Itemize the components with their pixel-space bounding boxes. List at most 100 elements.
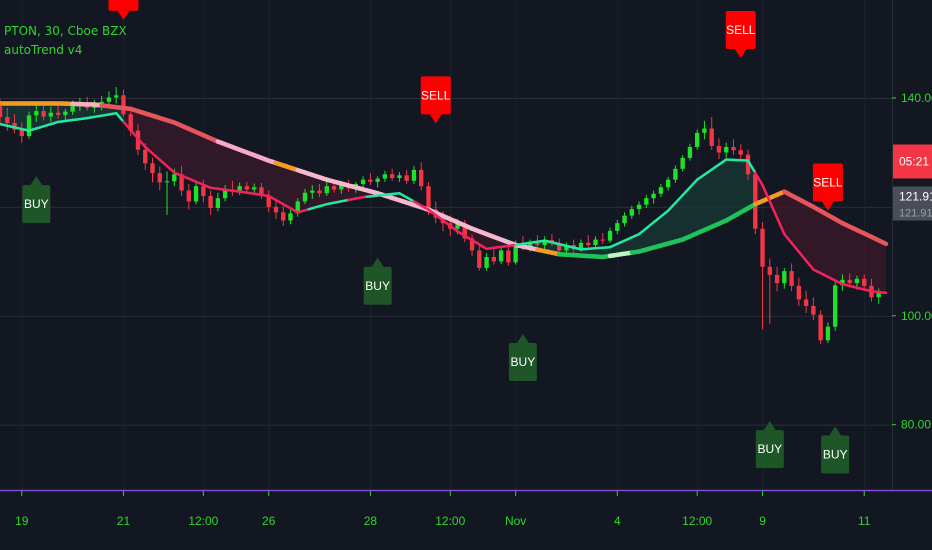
candle (389, 168, 395, 181)
candle (164, 171, 170, 216)
candle-body (593, 239, 598, 245)
candle-body (564, 245, 569, 251)
candle (469, 234, 475, 256)
trend-lines (0, 101, 889, 295)
buy-signal-box (363, 266, 392, 305)
hidden-price-box (893, 206, 932, 221)
fast-line (0, 111, 888, 295)
candle-body (244, 186, 250, 190)
time-tick-label: 11 (858, 514, 871, 528)
candle-body (201, 186, 206, 196)
candle-body (317, 190, 322, 194)
sell-signal-arrow (429, 114, 442, 124)
candle-body (164, 181, 170, 183)
candle (702, 120, 707, 140)
candle-body (186, 190, 191, 202)
candle-body (607, 230, 613, 241)
candle-body (310, 190, 315, 193)
candle (63, 108, 68, 121)
candle-body (760, 228, 765, 267)
candle-body (527, 241, 533, 248)
candle-body (70, 106, 75, 112)
candle-body (716, 145, 722, 153)
candle (738, 144, 743, 159)
sell-signal: SELL (725, 11, 756, 58)
candle (636, 201, 642, 215)
candle (0, 99, 3, 125)
candle (607, 227, 613, 243)
symbol-legend[interactable]: PTON, 30, Cboe BZX (4, 24, 127, 38)
candle (586, 235, 591, 248)
candle-body (498, 250, 504, 262)
candle (506, 245, 511, 266)
last-price-label: 121.91 (899, 189, 932, 203)
candle (651, 190, 656, 204)
candle-body (847, 279, 852, 284)
signal-labels: BUY SELL BUY SELL BUY SELL BUY SELL BUY (22, 0, 850, 474)
candle (302, 188, 308, 205)
candle (150, 157, 155, 183)
candle-body (259, 187, 264, 196)
candle-body (767, 266, 772, 275)
candle (324, 181, 329, 196)
candle-body (622, 215, 627, 224)
candle (419, 162, 424, 191)
candle-body (753, 174, 758, 229)
candle-body (513, 243, 518, 263)
candle-body (615, 223, 620, 231)
candle (622, 212, 627, 227)
fast-line-segment (775, 216, 782, 228)
sell-signal-text: SELL (813, 175, 843, 189)
buy-signal: BUY (755, 421, 784, 469)
candle (644, 194, 649, 208)
fast-line-segment (764, 192, 772, 203)
sell-signal-box (725, 11, 756, 49)
candle (796, 277, 802, 306)
candle (840, 274, 845, 291)
candle (26, 111, 32, 139)
candle-body (5, 117, 10, 124)
candle (745, 149, 751, 180)
time-axis[interactable]: 19 21 12:00 26 28 12:00 Nov 4 12:00 9 11 (15, 491, 871, 528)
candle-body (636, 204, 642, 210)
price-tick-label: 100.00 (901, 309, 932, 323)
candle-body (832, 285, 838, 327)
indicator-legend[interactable]: autoTrend v4 (4, 43, 83, 57)
candle-body (208, 196, 213, 208)
candle (273, 198, 279, 219)
hidden-price-label: 121.91 (899, 207, 932, 219)
fast-line-segment (779, 224, 786, 236)
candle (281, 205, 286, 226)
candle (825, 322, 831, 343)
candle-body (745, 154, 751, 175)
candle-body (651, 193, 656, 199)
candle (295, 198, 300, 217)
candle-body (462, 224, 467, 239)
candle-body (673, 168, 678, 180)
candle-body (302, 192, 308, 202)
candle-body (55, 112, 61, 115)
candle-body (143, 149, 148, 164)
candle-body (796, 285, 802, 300)
candle (615, 219, 620, 235)
candle (716, 138, 722, 159)
buy-signal-text: BUY (757, 442, 782, 456)
candle-body (273, 206, 279, 213)
slow-line-segment (880, 239, 889, 247)
candle (484, 253, 489, 272)
candle (782, 267, 787, 289)
candle-body (731, 147, 736, 151)
candle (208, 190, 213, 216)
buy-signal-text: BUY (365, 279, 390, 293)
candle-body (266, 196, 271, 207)
buy-signal-text: BUY (24, 197, 49, 211)
buy-signal-text: BUY (511, 355, 536, 369)
candle-body (658, 187, 664, 194)
price-axis[interactable]: 140.00 100.00 80.00 05:21 121.91 121.91 (892, 91, 932, 432)
candle (600, 233, 605, 244)
candle-body (397, 175, 402, 179)
candle-body (157, 173, 162, 183)
buy-signal-arrow (30, 176, 43, 186)
sell-signal-text: SELL (421, 88, 451, 102)
